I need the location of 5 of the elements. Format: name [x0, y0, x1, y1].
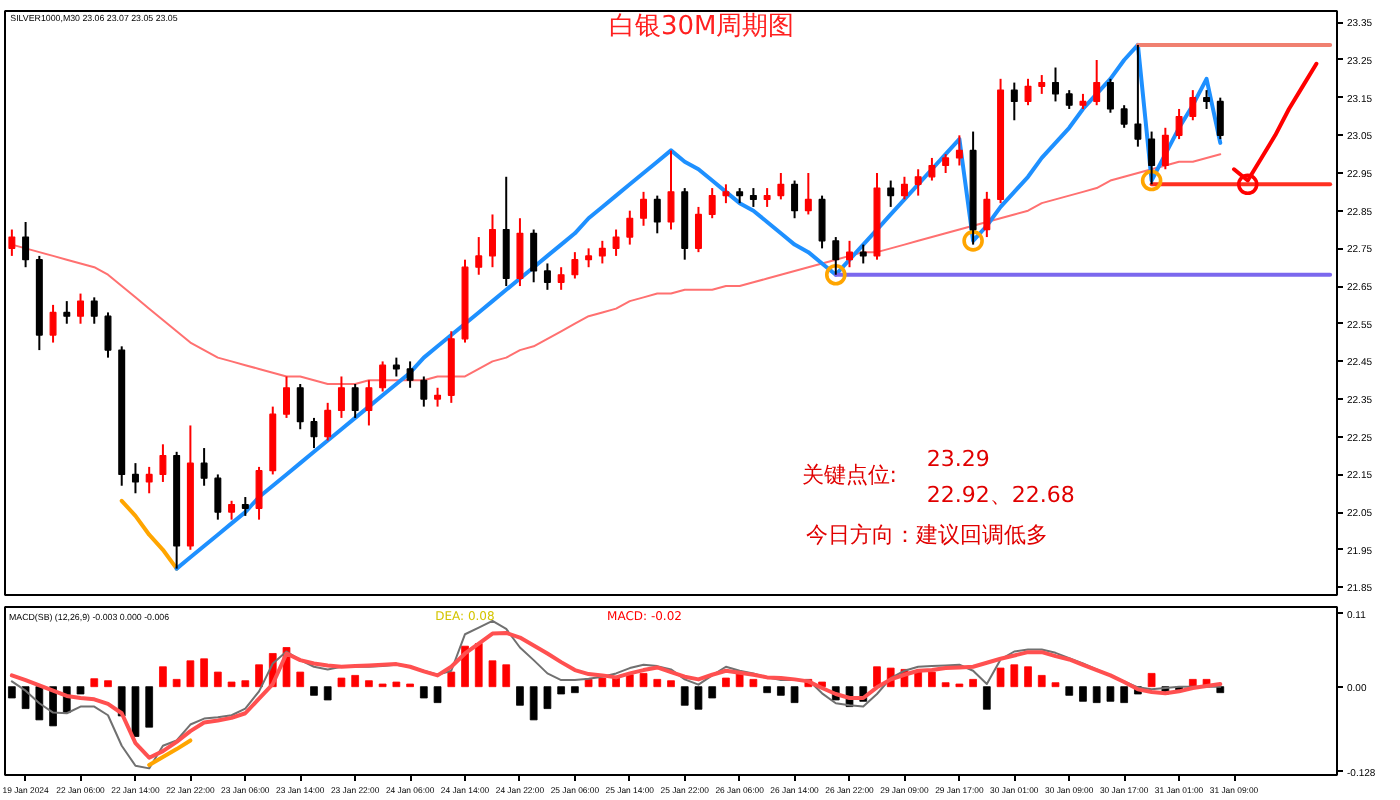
annotation: 22.92、22.68 — [926, 482, 1075, 509]
annotation: 23.29 — [926, 446, 990, 473]
annotation: 今日方向：建议回调低多 — [805, 521, 1048, 548]
annotation: 关键点位: — [801, 462, 897, 489]
chart-title: 白银30M周期图 — [608, 11, 795, 42]
